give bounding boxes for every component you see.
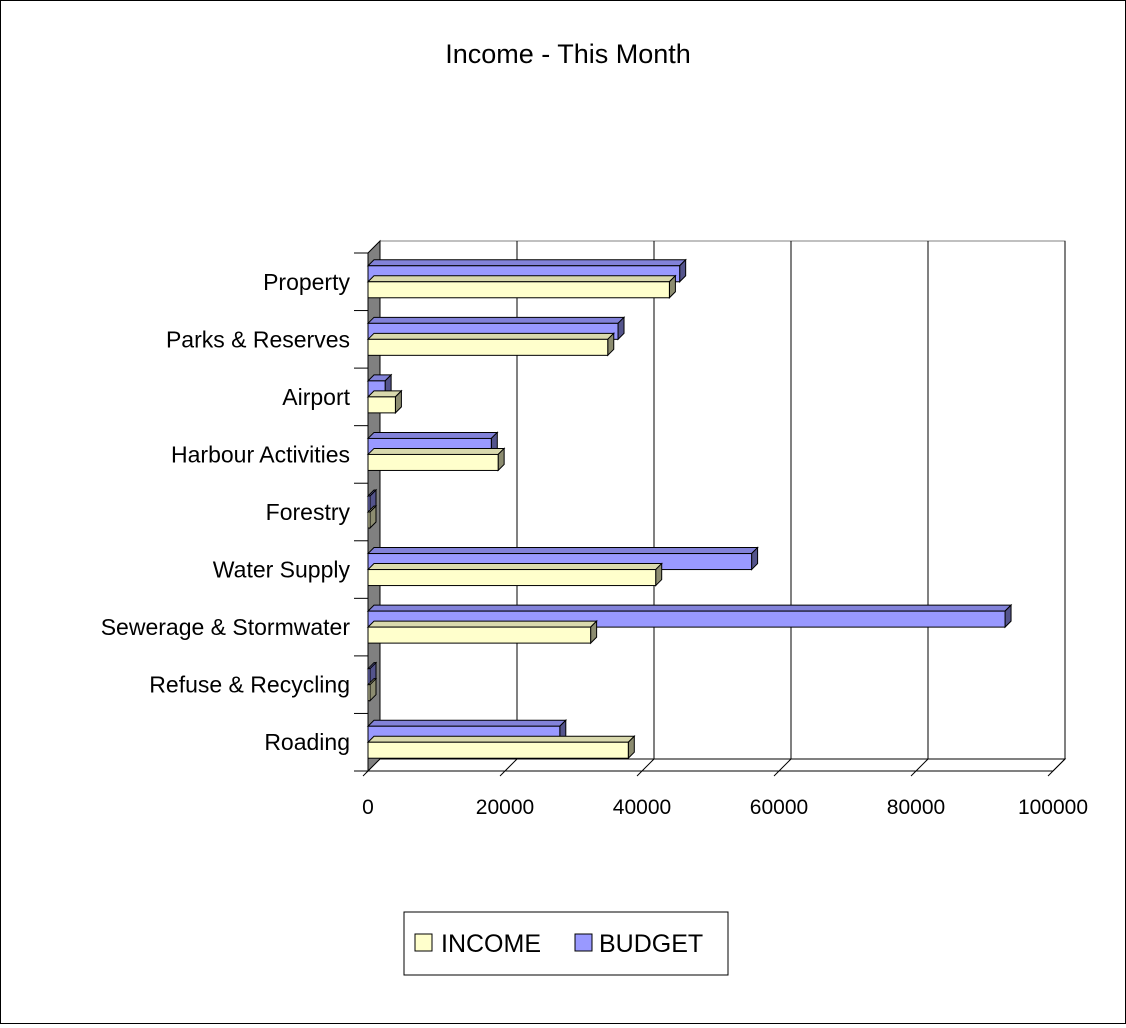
bar-top bbox=[366, 563, 663, 571]
category-label-forestry: Forestry bbox=[266, 499, 351, 525]
bar-income-forestry bbox=[366, 504, 378, 530]
bar-income-water-supply bbox=[366, 562, 663, 587]
bar-top bbox=[366, 431, 499, 439]
category-label-parks-and-reserves: Parks & Reserves bbox=[166, 326, 350, 352]
gridline bbox=[1052, 241, 1066, 772]
bar-income-sewerage-and-stormwater bbox=[366, 619, 598, 645]
bar-income-property bbox=[366, 274, 677, 299]
legend-key-budget bbox=[574, 933, 593, 952]
x-tick-mark bbox=[636, 770, 643, 777]
bar-front bbox=[367, 741, 629, 759]
category-label-water-supply: Water Supply bbox=[213, 557, 351, 583]
x-tick-mark bbox=[773, 770, 780, 777]
x-tick-label: 100000 bbox=[1018, 796, 1088, 819]
legend-label-budget: BUDGET bbox=[599, 930, 703, 958]
bar-front bbox=[367, 569, 657, 587]
legend-key-income bbox=[414, 933, 433, 952]
bar-income-airport bbox=[366, 389, 403, 415]
bar-top bbox=[366, 275, 677, 283]
bar-front bbox=[367, 281, 670, 299]
category-label-sewerage-and-stormwater: Sewerage & Stormwater bbox=[101, 614, 351, 640]
x-tick-mark bbox=[362, 770, 369, 777]
bar-top bbox=[366, 735, 636, 743]
bar-income-parks-and-reserves bbox=[366, 332, 615, 357]
category-label-airport: Airport bbox=[282, 384, 350, 410]
bar-top bbox=[366, 447, 506, 455]
x-tick-label: 20000 bbox=[476, 796, 534, 819]
gridline bbox=[778, 241, 792, 772]
bar-top bbox=[366, 604, 1013, 612]
bar-front bbox=[367, 453, 499, 471]
bar-front bbox=[367, 511, 371, 529]
floor bbox=[366, 758, 1067, 772]
gridline bbox=[915, 241, 929, 772]
chart-title: Income - This Month bbox=[445, 39, 691, 69]
x-tick-label: 60000 bbox=[750, 796, 808, 819]
bar-top bbox=[366, 547, 759, 555]
bar-top bbox=[366, 316, 626, 324]
bar-front bbox=[367, 396, 396, 414]
plot-area: 0 20000 40000 60000 80000 100000 Property Parks… bbox=[101, 239, 1088, 976]
category-label-property: Property bbox=[263, 269, 350, 295]
gridline bbox=[641, 241, 655, 772]
x-tick-mark bbox=[1047, 770, 1054, 777]
bar-top bbox=[366, 719, 568, 727]
x-tick-label: 40000 bbox=[613, 796, 671, 819]
bar-income-roading bbox=[366, 735, 636, 760]
bar-top bbox=[366, 332, 615, 340]
x-tick-label: 0 bbox=[362, 796, 374, 819]
bar-top bbox=[366, 259, 687, 267]
category-label-harbour-activities: Harbour Activities bbox=[171, 441, 350, 467]
legend-box bbox=[403, 911, 729, 976]
bar-income-refuse-and-recycling bbox=[366, 677, 378, 702]
gridline bbox=[504, 241, 518, 772]
category-label-roading: Roading bbox=[264, 729, 350, 755]
category-label-refuse-and-recycling: Refuse & Recycling bbox=[149, 672, 350, 698]
bar-front bbox=[367, 626, 592, 644]
x-tick-mark bbox=[499, 770, 506, 777]
legend: INCOME BUDGET bbox=[403, 911, 729, 976]
x-tick-label: 80000 bbox=[887, 796, 945, 819]
legend-label-income: INCOME bbox=[441, 930, 541, 958]
bar-front bbox=[367, 338, 609, 356]
bar-top bbox=[366, 620, 598, 628]
bar-income-harbour-activities bbox=[366, 447, 506, 472]
x-tick-mark bbox=[910, 770, 917, 777]
bar-front bbox=[367, 684, 371, 702]
